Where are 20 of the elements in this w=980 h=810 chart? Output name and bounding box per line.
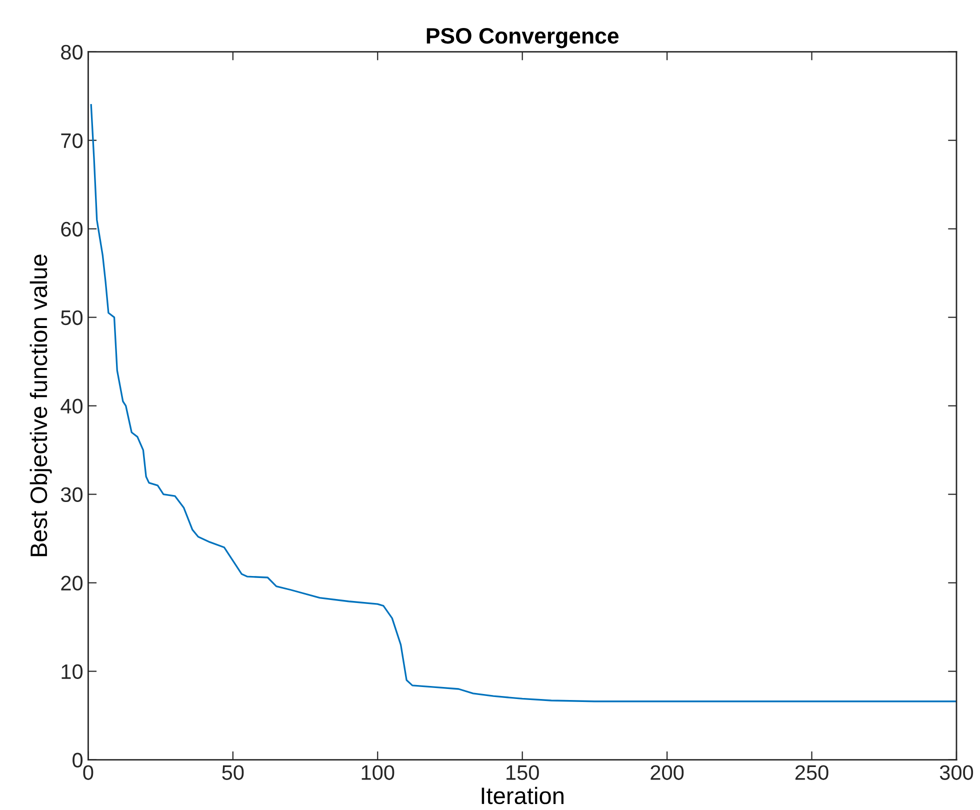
x-tick-label: 150 bbox=[506, 765, 539, 780]
x-axis-title: Iteration bbox=[482, 786, 564, 804]
line-series bbox=[90, 104, 956, 702]
x-tick-label: 100 bbox=[362, 765, 394, 780]
y-tick-label: 60 bbox=[61, 222, 83, 237]
y-tick-label: 20 bbox=[61, 576, 83, 591]
y-tick-label: 80 bbox=[61, 44, 83, 60]
y-tick-label: 70 bbox=[61, 133, 83, 148]
x-tick-label: 50 bbox=[222, 765, 244, 780]
y-axis-title: Best Objective function value bbox=[30, 254, 52, 556]
chart-title: PSO Convergence bbox=[426, 28, 619, 48]
x-tick-label: 0 bbox=[83, 765, 94, 780]
y-tick-label: 40 bbox=[60, 398, 83, 414]
x-tick-label: 250 bbox=[795, 765, 828, 780]
x-tick-label: 200 bbox=[650, 765, 684, 780]
y-tick-label: 50 bbox=[61, 310, 83, 326]
y-tick-label: 30 bbox=[60, 487, 83, 502]
x-tick-label: 300 bbox=[940, 765, 974, 780]
y-tick-label: 0 bbox=[72, 752, 83, 768]
y-tick-label: 10 bbox=[62, 664, 83, 680]
